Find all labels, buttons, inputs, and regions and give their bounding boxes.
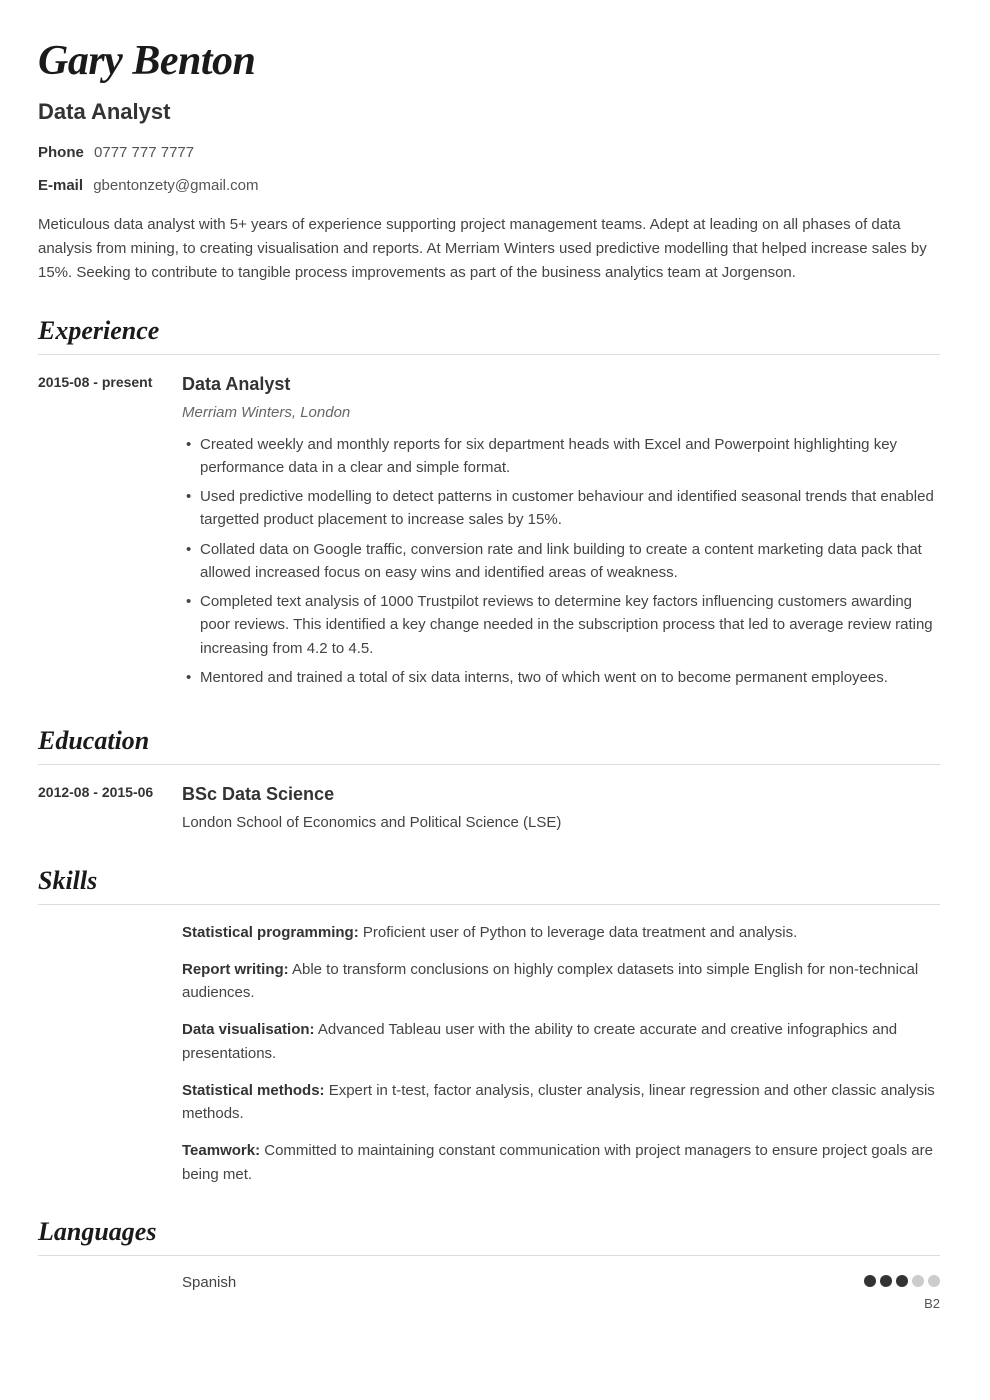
skill-item: Teamwork: Committed to maintaining const… [182, 1139, 940, 1186]
skill-item: Report writing: Able to transform conclu… [182, 958, 940, 1005]
skill-label: Teamwork: [182, 1142, 260, 1159]
dot-full-icon [880, 1275, 892, 1287]
person-name: Gary Benton [38, 30, 940, 93]
section-education-heading: Education [38, 721, 940, 765]
contact-email: E-mail gbentonzety@gmail.com [38, 175, 940, 198]
skill-item: Statistical methods: Expert in t-test, f… [182, 1079, 940, 1126]
dot-full-icon [864, 1275, 876, 1287]
job-title: Data Analyst [38, 95, 940, 128]
education-subtitle: London School of Economics and Political… [182, 812, 940, 835]
skill-text: Proficient user of Python to leverage da… [359, 924, 798, 941]
education-title: BSc Data Science [182, 781, 940, 808]
dot-empty-icon [928, 1275, 940, 1287]
experience-body: Data Analyst Merriam Winters, London Cre… [182, 371, 940, 695]
experience-entry: 2015-08 - present Data Analyst Merriam W… [38, 371, 940, 695]
education-entry: 2012-08 - 2015-06 BSc Data Science Londo… [38, 781, 940, 835]
experience-bullet: Used predictive modelling to detect patt… [182, 485, 940, 532]
rating-dots [864, 1275, 940, 1287]
phone-label: Phone [38, 144, 84, 161]
summary-text: Meticulous data analyst with 5+ years of… [38, 213, 940, 285]
skill-text: Committed to maintaining constant commun… [182, 1142, 933, 1182]
experience-bullet: Collated data on Google traffic, convers… [182, 538, 940, 585]
skill-text: Able to transform conclusions on highly … [182, 961, 918, 1001]
dot-full-icon [896, 1275, 908, 1287]
skill-label: Statistical programming: [182, 924, 359, 941]
experience-bullet: Created weekly and monthly reports for s… [182, 433, 940, 480]
section-languages-heading: Languages [38, 1212, 940, 1256]
language-name: Spanish [182, 1272, 864, 1295]
email-value: gbentonzety@gmail.com [93, 177, 258, 194]
skill-item: Statistical programming: Proficient user… [182, 921, 940, 944]
skill-item: Data visualisation: Advanced Tableau use… [182, 1018, 940, 1065]
skill-label: Data visualisation: [182, 1021, 315, 1038]
experience-dates: 2015-08 - present [38, 371, 182, 695]
skill-label: Statistical methods: [182, 1082, 325, 1099]
dot-empty-icon [912, 1275, 924, 1287]
language-level: B2 [864, 1294, 940, 1314]
email-label: E-mail [38, 177, 83, 194]
experience-bullets: Created weekly and monthly reports for s… [182, 433, 940, 690]
experience-bullet: Mentored and trained a total of six data… [182, 666, 940, 689]
language-rating: B2 [864, 1272, 940, 1314]
education-body: BSc Data Science London School of Econom… [182, 781, 940, 835]
phone-value: 0777 777 7777 [94, 144, 194, 161]
language-row: Spanish B2 [182, 1272, 940, 1314]
experience-bullet: Completed text analysis of 1000 Trustpil… [182, 590, 940, 660]
skills-list: Statistical programming: Proficient user… [182, 921, 940, 1186]
contact-phone: Phone 0777 777 7777 [38, 142, 940, 165]
skill-label: Report writing: [182, 961, 289, 978]
section-skills-heading: Skills [38, 861, 940, 905]
education-dates: 2012-08 - 2015-06 [38, 781, 182, 835]
experience-subtitle: Merriam Winters, London [182, 402, 940, 425]
section-experience-heading: Experience [38, 311, 940, 355]
experience-title: Data Analyst [182, 371, 940, 398]
